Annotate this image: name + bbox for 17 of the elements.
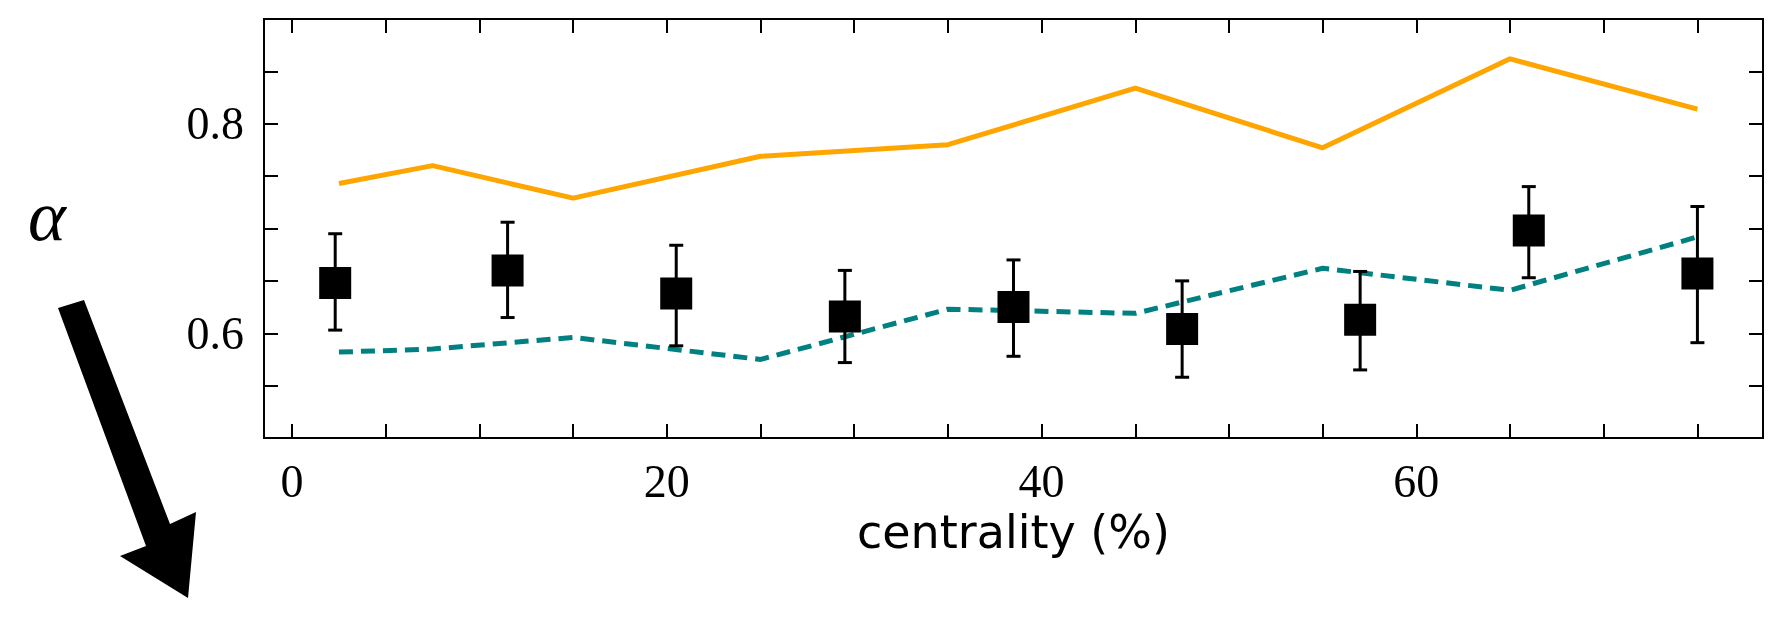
point bbox=[319, 266, 352, 299]
point bbox=[997, 291, 1030, 324]
x-axis-title: centrality (%) bbox=[857, 504, 1170, 559]
point bbox=[828, 300, 861, 333]
x-tick-label: 60 bbox=[1393, 455, 1440, 507]
point bbox=[1166, 313, 1199, 346]
y-tick-label: 0.6 bbox=[186, 307, 244, 359]
point bbox=[491, 254, 524, 287]
y-axis-title: α bbox=[28, 176, 66, 256]
y-tick-label: 0.8 bbox=[186, 98, 244, 150]
x-tick-label: 40 bbox=[1018, 455, 1065, 507]
point bbox=[1344, 303, 1377, 336]
x-tick-label: 20 bbox=[643, 455, 690, 507]
x-tick-label: 0 bbox=[280, 455, 304, 507]
point bbox=[660, 277, 693, 310]
point bbox=[1512, 214, 1545, 247]
point bbox=[1681, 257, 1714, 290]
